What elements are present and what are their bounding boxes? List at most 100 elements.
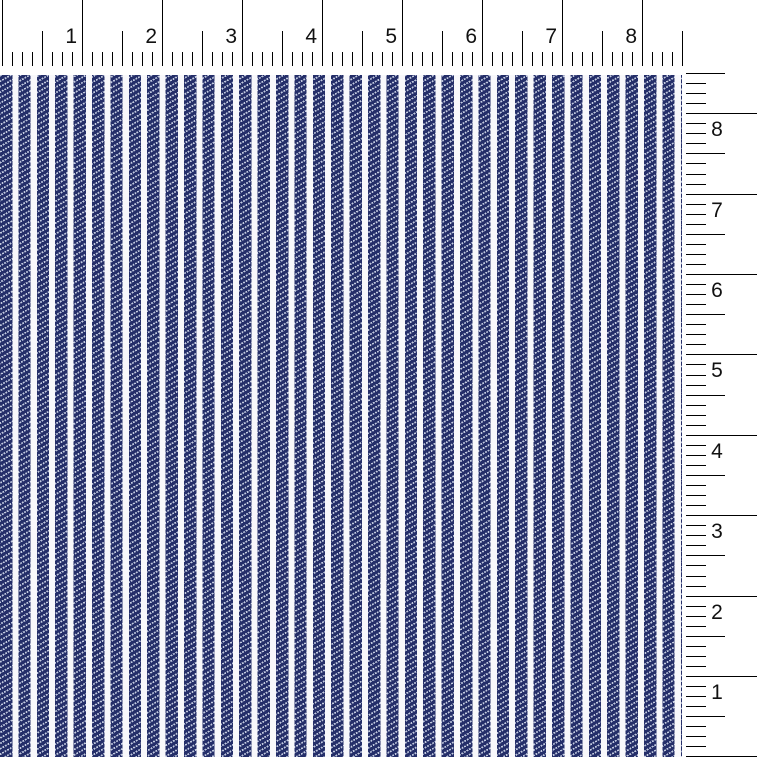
top-ruler-tick [192,52,193,66]
right-ruler-tick [686,535,706,536]
top-ruler-number: 3 [225,25,237,48]
right-ruler-tick [686,525,706,526]
top-ruler-tick [442,31,443,66]
right-ruler: 8 7 6 5 4 3 2 1 [682,70,757,757]
right-ruler-tick [686,214,706,215]
right-ruler-tick [686,204,706,205]
right-ruler-number: 5 [711,359,723,382]
top-ruler-tick [382,52,383,66]
top-ruler: 1 2 3 4 5 6 7 8 [0,0,757,70]
right-ruler-tick [686,686,706,687]
right-ruler-tick [686,495,706,496]
top-ruler-tick [272,52,273,66]
right-ruler-tick [686,515,757,516]
top-ruler-tick [472,52,473,66]
fabric-swatch [0,75,682,757]
right-ruler-tick [686,143,706,144]
top-ruler-tick [612,52,613,66]
top-ruler-tick [122,31,123,66]
top-ruler-tick [162,0,163,66]
right-ruler-tick [686,706,706,707]
top-ruler-number: 2 [145,25,157,48]
top-ruler-tick [492,52,493,66]
right-ruler-tick [686,636,725,637]
top-ruler-tick [132,52,133,66]
top-ruler-tick [202,31,203,66]
right-ruler-tick [686,344,706,345]
right-ruler-tick [686,646,706,647]
top-ruler-tick [212,52,213,66]
right-ruler-tick [686,304,706,305]
right-ruler-tick [686,385,706,386]
top-ruler-tick [82,0,83,66]
top-ruler-tick [672,52,673,66]
top-ruler-tick [402,0,403,66]
right-ruler-tick [686,264,706,265]
top-ruler-tick [522,31,523,66]
top-ruler-tick [242,0,243,66]
right-ruler-tick [686,153,725,154]
right-ruler-tick [686,254,706,255]
right-ruler-tick [686,445,706,446]
top-ruler-tick [142,52,143,66]
right-ruler-tick [686,565,706,566]
right-ruler-tick [686,485,706,486]
right-ruler-tick [686,435,757,436]
top-ruler-number: 5 [385,25,397,48]
right-ruler-tick [686,93,706,94]
right-ruler-tick [686,174,706,175]
top-ruler-tick [152,52,153,66]
top-ruler-tick [222,52,223,66]
right-ruler-tick [686,163,706,164]
top-ruler-tick [362,31,363,66]
top-ruler-tick [542,52,543,66]
right-ruler-tick [686,716,725,717]
top-ruler-tick [532,52,533,66]
top-ruler-tick [72,52,73,66]
right-ruler-tick [686,294,706,295]
right-ruler-tick [686,184,706,185]
right-ruler-tick [686,475,725,476]
right-ruler-number: 7 [711,199,723,222]
right-ruler-tick [686,586,706,587]
right-ruler-tick [686,73,725,74]
top-ruler-tick [682,31,683,66]
top-ruler-tick [252,52,253,66]
top-ruler-tick [32,52,33,66]
top-ruler-tick [432,52,433,66]
top-ruler-tick [502,52,503,66]
top-ruler-tick [2,0,3,66]
top-ruler-tick [512,52,513,66]
right-ruler-tick [686,696,706,697]
right-ruler-tick [686,666,706,667]
top-ruler-tick [392,52,393,66]
top-ruler-tick [572,52,573,66]
top-ruler-tick [232,52,233,66]
right-ruler-tick [686,616,706,617]
right-ruler-tick [686,244,706,245]
right-ruler-number: 8 [711,118,723,141]
right-ruler-tick [686,324,706,325]
top-ruler-tick [622,52,623,66]
right-ruler-tick [686,224,706,225]
right-ruler-tick [686,83,706,84]
right-ruler-tick [686,284,706,285]
right-ruler-tick [686,395,725,396]
right-ruler-tick [686,505,706,506]
right-ruler-tick [686,596,757,597]
right-ruler-tick [686,314,725,315]
top-ruler-tick [312,52,313,66]
right-ruler-tick [686,465,706,466]
top-ruler-tick [12,52,13,66]
right-ruler-tick [686,736,706,737]
top-ruler-tick [282,31,283,66]
top-ruler-number: 4 [305,25,317,48]
top-ruler-tick [182,52,183,66]
top-ruler-tick [92,52,93,66]
right-ruler-tick [686,455,706,456]
top-ruler-tick [602,31,603,66]
top-ruler-number: 7 [545,25,557,48]
top-ruler-tick [112,52,113,66]
top-ruler-number: 1 [65,25,77,48]
